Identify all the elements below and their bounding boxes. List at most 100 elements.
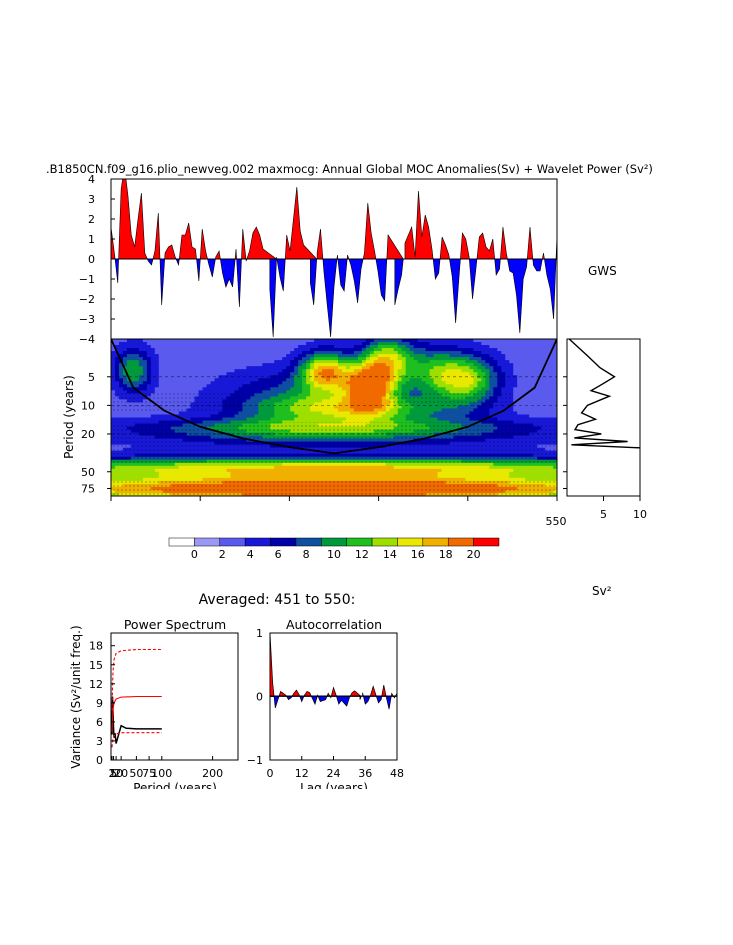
wavelet-cell — [210, 468, 216, 473]
wavelet-cell — [238, 357, 244, 361]
wavelet-cell — [270, 414, 275, 419]
wavelet-cell — [501, 387, 506, 391]
wavelet-cell — [190, 414, 196, 419]
wavelet-cell — [429, 372, 435, 376]
wavelet-cell — [118, 363, 124, 367]
wavelet-cell — [238, 417, 244, 422]
wavelet-cell — [142, 363, 148, 367]
wavelet-cell — [369, 402, 375, 407]
wavelet-cell — [178, 357, 184, 361]
wavelet-cell — [130, 387, 136, 391]
wavelet-cell — [457, 408, 463, 413]
wavelet-cell — [529, 360, 534, 364]
wavelet-cell — [417, 381, 423, 385]
wavelet-cell — [170, 462, 176, 467]
wavelet-cell — [381, 342, 387, 346]
wavelet-cell — [453, 351, 459, 355]
wavelet-cell — [330, 465, 335, 470]
wavelet-cell — [290, 366, 295, 370]
wavelet-cell — [449, 468, 455, 473]
wavelet-cell — [282, 408, 287, 413]
wavelet-cell — [513, 345, 518, 349]
wavelet-cell — [429, 462, 435, 467]
wavelet-cell — [345, 381, 351, 385]
wavelet-cell — [393, 405, 399, 410]
wavelet-cell — [190, 351, 196, 355]
wavelet-cell — [353, 363, 359, 367]
wavelet-cell — [330, 399, 335, 403]
wavelet-cell — [429, 348, 435, 352]
wavelet-cell — [230, 378, 236, 382]
wavelet-cell — [469, 348, 474, 352]
wavelet-cell — [222, 339, 228, 343]
wavelet-cell — [405, 462, 411, 467]
wavelet-cell — [457, 372, 463, 376]
wavelet-cell — [369, 342, 375, 346]
wavelet-cell — [501, 369, 506, 373]
wavelet-cell — [278, 471, 283, 476]
wavelet-cell — [262, 387, 267, 391]
wavelet-cell — [517, 354, 522, 358]
wavelet-cell — [334, 372, 339, 376]
wavelet-cell — [334, 468, 339, 473]
wavelet-cell — [485, 381, 490, 385]
wavelet-cell — [178, 372, 184, 376]
wavelet-cell — [162, 468, 168, 473]
wavelet-cell — [421, 342, 427, 346]
wavelet-cell — [449, 414, 455, 419]
wavelet-cell — [170, 357, 176, 361]
wavelet-cell — [417, 363, 423, 367]
wavelet-cell — [210, 354, 216, 358]
wavelet-cell — [533, 405, 538, 410]
wavelet-cell — [429, 378, 435, 382]
wavelet-cell — [262, 366, 267, 370]
wavelet-cell — [270, 345, 275, 349]
wavelet-cell — [477, 339, 482, 343]
wavelet-cell — [397, 339, 403, 343]
wavelet-cell — [230, 465, 236, 470]
wavelet-cell — [473, 345, 478, 349]
wavelet-cell — [134, 471, 140, 476]
wavelet-cell — [111, 372, 116, 376]
wavelet-cell — [393, 345, 399, 349]
wavelet-cell — [365, 366, 371, 370]
wavelet-cell — [230, 339, 236, 343]
wavelet-cell — [266, 393, 271, 397]
wavelet-cell — [397, 384, 403, 388]
wavelet-cell — [397, 468, 403, 473]
wavelet-cell — [505, 378, 510, 382]
wavelet-cell — [417, 345, 423, 349]
wavelet-cell — [485, 465, 490, 470]
wavelet-cell — [381, 411, 387, 416]
wavelet-cell — [345, 357, 351, 361]
wavelet-cell — [353, 369, 359, 373]
wavelet-cell — [202, 357, 208, 361]
wavelet-cell — [326, 369, 331, 373]
wavelet-cell — [469, 468, 474, 473]
wavelet-cell — [306, 345, 311, 349]
wavelet-cell — [517, 411, 522, 416]
wavelet-cell — [122, 360, 128, 364]
wavelet-cell — [138, 372, 144, 376]
wavelet-cell — [130, 363, 136, 367]
wavelet-cell — [393, 348, 399, 352]
wavelet-cell — [206, 366, 212, 370]
wavelet-cell — [357, 342, 363, 346]
wavelet-cell — [170, 417, 176, 422]
wavelet-cell — [178, 360, 184, 364]
wavelet-cell — [298, 372, 303, 376]
wavelet-cell — [138, 360, 144, 364]
wavelet-cell — [186, 348, 192, 352]
wavelet-cell — [345, 399, 351, 403]
wavelet-cell — [337, 396, 343, 400]
wavelet-cell — [254, 393, 259, 397]
wavelet-cell — [525, 351, 530, 355]
wavelet-cell — [501, 378, 506, 382]
wavelet-cell — [529, 462, 534, 467]
wavelet-cell — [294, 366, 299, 370]
wavelet-cell — [425, 354, 431, 358]
wavelet-cell — [449, 342, 455, 346]
wavelet-cell — [429, 366, 435, 370]
wavelet-cell — [525, 354, 530, 358]
wavelet-cell — [337, 393, 343, 397]
